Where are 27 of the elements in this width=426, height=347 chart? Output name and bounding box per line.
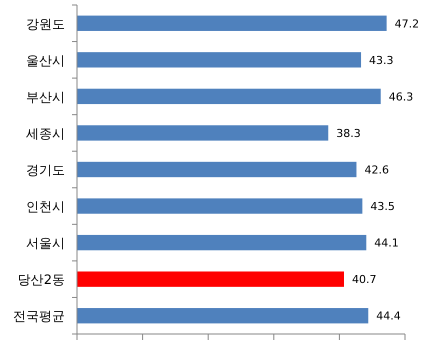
y-tick-label: 부산시 xyxy=(26,90,65,106)
data-label: 42.6 xyxy=(364,164,389,176)
y-tick-label: 당산2동 xyxy=(18,273,65,288)
y-tick-label: 강원도 xyxy=(26,17,65,32)
bar xyxy=(77,88,381,104)
bar xyxy=(77,198,362,214)
y-tick-label: 경기도 xyxy=(26,164,65,178)
y-tick-label: 울산시 xyxy=(26,54,65,69)
bar xyxy=(77,271,344,287)
data-label: 46.3 xyxy=(388,90,414,104)
data-label: 38.3 xyxy=(336,126,361,140)
data-label: 43.3 xyxy=(369,54,394,67)
bar xyxy=(77,16,387,31)
data-label: 43.5 xyxy=(370,200,395,214)
data-label: 44.4 xyxy=(376,310,401,323)
y-tick-label: 세종시 xyxy=(26,126,65,142)
data-label: 44.1 xyxy=(374,236,399,250)
bar xyxy=(77,125,328,141)
data-label: 47.2 xyxy=(394,17,420,30)
y-tick-label: 전국평균 xyxy=(13,310,65,325)
y-tick-label: 서울시 xyxy=(26,236,65,252)
bar xyxy=(77,52,362,68)
data-label: 40.7 xyxy=(352,273,376,286)
bar xyxy=(77,308,368,324)
y-tick-label: 인천시 xyxy=(26,200,65,216)
bar xyxy=(77,234,366,250)
bar xyxy=(77,162,356,178)
